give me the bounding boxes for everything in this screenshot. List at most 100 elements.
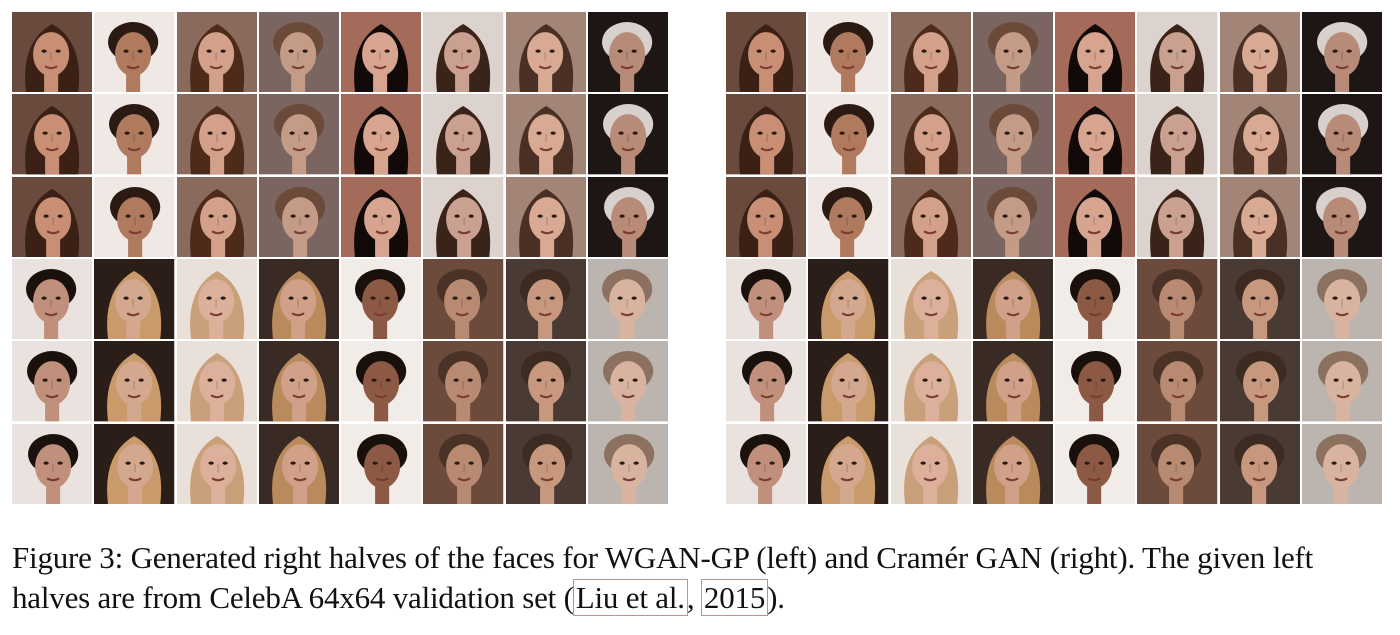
face-thumbnail — [341, 176, 422, 257]
figure-caption: Figure 3: Generated right halves of the … — [12, 538, 1392, 618]
face-thumbnail — [176, 12, 257, 93]
face-thumbnail — [1055, 259, 1136, 340]
wgan-gp-face-grid — [12, 12, 668, 504]
face-thumbnail — [505, 94, 586, 175]
face-thumbnail — [890, 423, 971, 504]
face-thumbnail — [176, 94, 257, 175]
face-thumbnail — [341, 259, 422, 340]
face-thumbnail — [1219, 423, 1300, 504]
face-thumbnail — [176, 176, 257, 257]
face-thumbnail — [890, 176, 971, 257]
face-thumbnail — [423, 94, 504, 175]
figure-label: Figure 3: — [12, 540, 123, 575]
face-thumbnail — [1055, 12, 1136, 93]
face-thumbnail — [12, 259, 93, 340]
face-thumbnail — [1137, 12, 1218, 93]
cramer-gan-face-grid — [726, 12, 1382, 504]
face-thumbnail — [726, 259, 807, 340]
face-thumbnail — [423, 423, 504, 504]
face-thumbnail — [808, 423, 889, 504]
citation-authors-link[interactable]: Liu et al. — [572, 579, 688, 616]
face-thumbnail — [94, 94, 175, 175]
face-thumbnail — [587, 94, 668, 175]
face-thumbnail — [587, 176, 668, 257]
face-thumbnail — [726, 94, 807, 175]
face-thumbnail — [94, 341, 175, 422]
face-thumbnail — [1301, 176, 1382, 257]
face-thumbnail — [808, 259, 889, 340]
caption-end: ). — [767, 580, 785, 615]
face-thumbnail — [341, 12, 422, 93]
face-thumbnail — [808, 341, 889, 422]
face-thumbnail — [94, 423, 175, 504]
face-thumbnail — [94, 12, 175, 93]
face-thumbnail — [890, 259, 971, 340]
face-thumbnail — [726, 341, 807, 422]
face-thumbnail — [1137, 341, 1218, 422]
face-thumbnail — [423, 341, 504, 422]
face-thumbnail — [505, 12, 586, 93]
face-thumbnail — [1219, 341, 1300, 422]
face-thumbnail — [1137, 259, 1218, 340]
face-thumbnail — [808, 94, 889, 175]
face-thumbnail — [972, 341, 1053, 422]
face-thumbnail — [505, 423, 586, 504]
face-thumbnail — [423, 176, 504, 257]
face-thumbnail — [1055, 94, 1136, 175]
face-thumbnail — [1219, 176, 1300, 257]
face-thumbnail — [258, 176, 339, 257]
face-thumbnail — [726, 176, 807, 257]
face-thumbnail — [341, 94, 422, 175]
face-thumbnail — [1055, 176, 1136, 257]
face-thumbnail — [341, 341, 422, 422]
face-thumbnail — [12, 12, 93, 93]
face-thumbnail — [587, 12, 668, 93]
face-thumbnail — [587, 259, 668, 340]
face-thumbnail — [1137, 94, 1218, 175]
face-thumbnail — [176, 259, 257, 340]
face-thumbnail — [726, 423, 807, 504]
face-thumbnail — [1055, 423, 1136, 504]
face-thumbnail — [972, 94, 1053, 175]
face-thumbnail — [12, 341, 93, 422]
face-thumbnail — [808, 176, 889, 257]
face-thumbnail — [726, 12, 807, 93]
face-thumbnail — [176, 423, 257, 504]
face-thumbnail — [972, 176, 1053, 257]
face-thumbnail — [890, 12, 971, 93]
face-thumbnail — [890, 341, 971, 422]
face-thumbnail — [505, 341, 586, 422]
citation-separator: , — [686, 580, 702, 615]
face-thumbnail — [505, 259, 586, 340]
citation-year-link[interactable]: 2015 — [700, 579, 769, 616]
face-thumbnail — [587, 341, 668, 422]
face-thumbnail — [1137, 423, 1218, 504]
caption-text: Generated right halves of the faces for … — [12, 540, 1314, 615]
face-thumbnail — [258, 94, 339, 175]
face-thumbnail — [341, 423, 422, 504]
face-thumbnail — [258, 12, 339, 93]
face-thumbnail — [808, 12, 889, 93]
face-thumbnail — [94, 176, 175, 257]
face-thumbnail — [423, 259, 504, 340]
face-thumbnail — [1219, 12, 1300, 93]
face-thumbnail — [972, 12, 1053, 93]
face-thumbnail — [12, 176, 93, 257]
face-thumbnail — [1301, 259, 1382, 340]
face-thumbnail — [587, 423, 668, 504]
face-thumbnail — [1137, 176, 1218, 257]
face-thumbnail — [1301, 12, 1382, 93]
face-thumbnail — [12, 423, 93, 504]
face-thumbnail — [94, 259, 175, 340]
face-thumbnail — [258, 259, 339, 340]
face-thumbnail — [1301, 341, 1382, 422]
face-thumbnail — [890, 94, 971, 175]
face-thumbnail — [1301, 423, 1382, 504]
face-thumbnail — [176, 341, 257, 422]
face-thumbnail — [972, 259, 1053, 340]
face-thumbnail — [258, 423, 339, 504]
face-thumbnail — [258, 341, 339, 422]
face-thumbnail — [1055, 341, 1136, 422]
face-thumbnail — [423, 12, 504, 93]
face-thumbnail — [1219, 94, 1300, 175]
